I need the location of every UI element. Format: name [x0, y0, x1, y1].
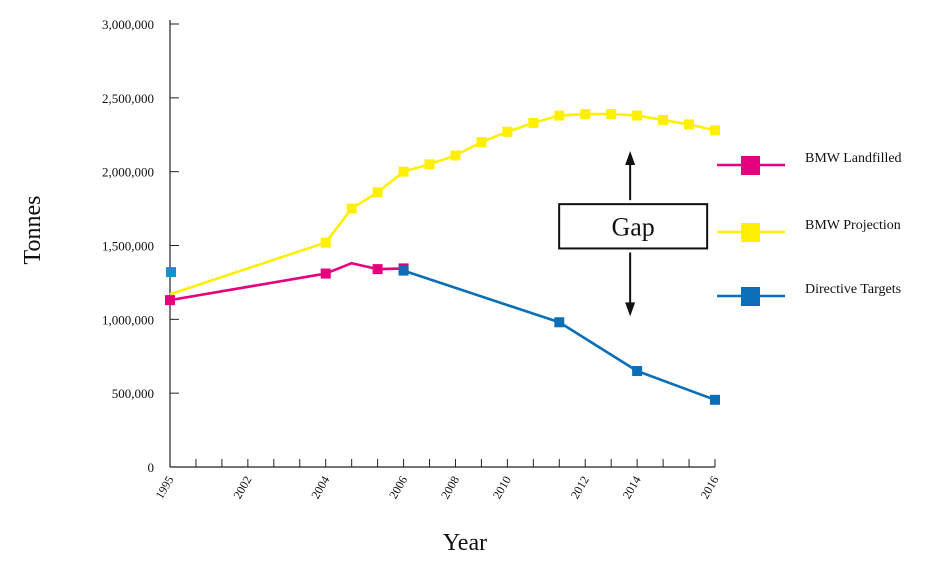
series-line: [403, 269, 716, 402]
x-tick-label: 2010: [490, 474, 514, 502]
y-tick-label: 1,500,000: [102, 239, 154, 254]
x-tick-label: 1995: [152, 474, 176, 502]
arrow-up-icon: [625, 150, 636, 165]
y-tick-label: 2,500,000: [102, 91, 154, 106]
data-point: [554, 110, 565, 121]
y-tick-label: 2,000,000: [102, 165, 154, 180]
axes: [169, 20, 715, 468]
gap-box: [558, 203, 709, 250]
x-tick-label: 2002: [230, 474, 254, 502]
x-axis-ticks: 1995 2002 2004 2006 2008 2010 2012 2014 2016: [152, 459, 722, 502]
legend-marker: [741, 223, 760, 242]
data-point: [476, 137, 487, 148]
y-axis-label: Tonnes: [20, 196, 46, 265]
data-point: [320, 268, 331, 279]
series-layer: [165, 109, 720, 405]
x-tick-label: 2014: [620, 474, 644, 502]
data-point: [502, 126, 513, 137]
x-tick-label: 2016: [697, 474, 721, 502]
data-point: [398, 166, 409, 177]
y-axis-ticks: 0 500,000 1,000,000 1,500,000 2,000,000 2,500…: [102, 17, 179, 475]
legend-marker: [741, 287, 760, 306]
data-point: [658, 114, 669, 125]
legend-label: BMW Projection: [805, 218, 901, 233]
y-tick-label: 1,000,000: [102, 312, 154, 327]
legend: BMW Landfilled BMW Projection Directive Ta…: [717, 151, 902, 306]
data-point: [632, 366, 643, 377]
x-tick-label: 2004: [308, 474, 332, 502]
x-tick-label: 2008: [438, 474, 462, 502]
data-point: [710, 394, 720, 405]
arrow-down-icon: [625, 302, 636, 317]
legend-item: BMW Projection: [717, 218, 901, 242]
x-tick-label: 2012: [568, 474, 592, 502]
data-point: [398, 265, 409, 276]
data-point: [684, 119, 695, 130]
data-point: [424, 159, 435, 170]
legend-item: BMW Landfilled: [717, 151, 902, 175]
x-tick-label: 2006: [386, 474, 410, 502]
data-point: [372, 264, 383, 275]
x-axis-label: Year: [443, 530, 487, 556]
y-tick-label: 3,000,000: [102, 17, 154, 32]
data-point: [632, 110, 643, 121]
data-point: [710, 125, 720, 136]
legend-marker: [741, 156, 760, 175]
data-point: [320, 237, 331, 248]
data-point: [554, 317, 565, 328]
series-bmw-projection: [169, 109, 720, 296]
data-point: [346, 203, 357, 214]
gap-annotation: Gap: [558, 150, 709, 317]
data-point: [166, 267, 176, 278]
legend-item: Directive Targets: [717, 282, 901, 306]
legend-label: BMW Landfilled: [805, 151, 902, 166]
data-point: [450, 150, 461, 161]
gap-label: Gap: [611, 212, 654, 241]
data-point: [606, 109, 617, 120]
legend-label: Directive Targets: [805, 282, 901, 297]
y-tick-label: 500,000: [112, 386, 154, 401]
y-tick-label: 0: [148, 460, 155, 475]
data-point: [372, 187, 383, 198]
data-point: [580, 109, 591, 120]
data-point: [165, 295, 175, 306]
series-line: [169, 261, 404, 302]
data-point: [528, 117, 539, 128]
series-directive-targets: [398, 265, 720, 405]
